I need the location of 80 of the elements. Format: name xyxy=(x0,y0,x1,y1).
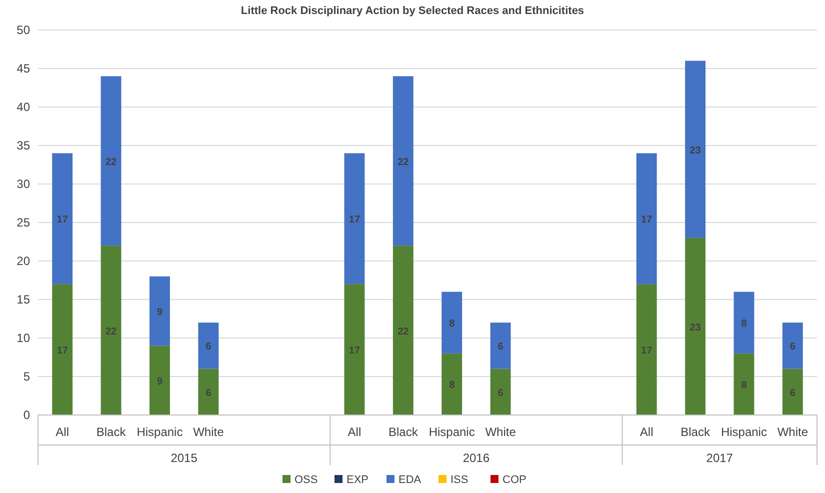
bar xyxy=(685,60,706,238)
bar xyxy=(149,276,170,346)
y-tick-label: 5 xyxy=(23,369,30,384)
legend-label: ISS xyxy=(450,474,468,486)
data-label: 17 xyxy=(348,346,360,357)
bar xyxy=(685,238,706,415)
bar xyxy=(149,346,170,415)
data-label: 6 xyxy=(206,388,212,399)
bar xyxy=(392,246,414,415)
data-label: 8 xyxy=(741,318,748,330)
data-label: 8 xyxy=(741,380,748,392)
y-tick-label: 40 xyxy=(16,100,30,114)
data-label: 9 xyxy=(156,376,163,388)
text: 2015 xyxy=(170,451,198,465)
legend-label: EXP xyxy=(346,474,369,486)
bar xyxy=(442,292,462,354)
x-tick-label: Hispanic xyxy=(428,425,475,439)
data-label: 22 xyxy=(398,156,410,168)
x-tick-label: Black xyxy=(96,425,127,439)
x-tick-label: White xyxy=(777,425,808,439)
bar xyxy=(52,284,73,415)
data-label: 6 xyxy=(498,388,504,399)
y-tick-label: 50 xyxy=(16,22,30,37)
bar xyxy=(490,322,511,369)
x-tick-label: Hispanic xyxy=(720,425,767,439)
bar xyxy=(734,353,754,415)
x-tick-label: All xyxy=(56,425,70,439)
y-tick-label: 0 xyxy=(23,408,30,422)
y-tick-label: 35 xyxy=(16,138,30,152)
data-label: 6 xyxy=(790,342,796,353)
bar xyxy=(636,284,657,415)
bar xyxy=(344,284,365,415)
data-label: 17 xyxy=(641,346,653,357)
x-tick-label: All xyxy=(348,425,362,439)
bar xyxy=(392,76,414,246)
y-tick-label: 20 xyxy=(16,254,30,268)
text: 2017 xyxy=(706,451,734,465)
y-tick-label: 15 xyxy=(16,292,30,306)
data-label: 8 xyxy=(449,318,456,330)
data-label: 6 xyxy=(498,342,504,353)
bar xyxy=(52,153,73,284)
x-tick-label: Black xyxy=(388,425,419,439)
bar xyxy=(636,153,657,284)
bar xyxy=(198,368,219,415)
bar xyxy=(100,76,122,246)
x-tick-label: Black xyxy=(680,425,711,439)
data-label: 17 xyxy=(56,214,68,226)
y-tick-label: 25 xyxy=(16,215,30,230)
bar xyxy=(442,353,462,415)
data-label: 6 xyxy=(206,342,212,353)
data-label: 22 xyxy=(105,156,118,168)
x-tick-label: White xyxy=(485,425,516,439)
data-label: 8 xyxy=(449,380,456,392)
bar xyxy=(782,322,803,369)
data-label: 17 xyxy=(641,214,653,226)
bar xyxy=(100,246,122,415)
y-tick-label: 30 xyxy=(16,176,30,191)
bar xyxy=(198,322,219,369)
bar xyxy=(344,153,365,284)
x-tick-label: White xyxy=(193,425,224,439)
bar xyxy=(490,368,511,415)
legend-label: COP xyxy=(502,474,526,486)
data-label: 6 xyxy=(790,388,796,399)
data-label: 23 xyxy=(690,145,702,156)
y-tick-label: 10 xyxy=(16,330,30,345)
bar xyxy=(734,292,754,354)
chart-title: Little Rock Disciplinary Action by Selected Races and Ethnicitites xyxy=(240,5,584,17)
data-label: 17 xyxy=(56,346,68,357)
x-tick-label: All xyxy=(640,425,654,439)
data-label: 22 xyxy=(105,326,118,338)
y-tick-label: 45 xyxy=(16,61,30,76)
legend-label: EDA xyxy=(398,474,422,486)
text: 2016 xyxy=(462,451,490,465)
bar xyxy=(782,368,803,415)
x-tick-label: Hispanic xyxy=(136,425,183,439)
data-label: 17 xyxy=(348,214,360,226)
legend-label: OSS xyxy=(294,474,318,486)
data-label: 9 xyxy=(156,307,163,318)
data-label: 23 xyxy=(690,322,702,334)
data-label: 22 xyxy=(398,326,410,338)
